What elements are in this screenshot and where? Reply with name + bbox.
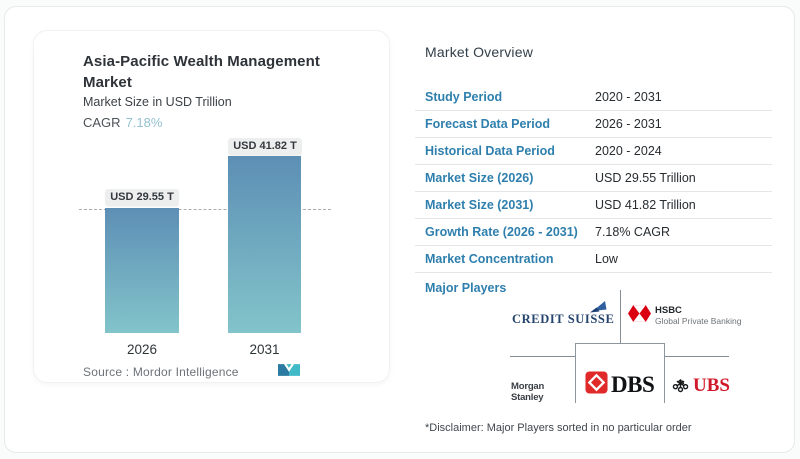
table-row: Market Size (2031) USD 41.82 Trillion bbox=[415, 192, 772, 219]
row-value: 2020 - 2031 bbox=[595, 90, 662, 104]
cagr-label: CAGR bbox=[83, 115, 121, 130]
x-tick-2026: 2026 bbox=[126, 342, 158, 357]
cagr-line: CAGR 7.18% bbox=[83, 115, 162, 130]
row-label: Growth Rate (2026 - 2031) bbox=[425, 225, 578, 239]
table-row: Forecast Data Period 2026 - 2031 bbox=[415, 111, 772, 138]
credit-suisse-wordmark: CREDIT SUISSE bbox=[512, 312, 615, 326]
dbs-wordmark: DBS bbox=[611, 372, 655, 397]
bar-value-label-2026: USD 29.55 T bbox=[105, 189, 179, 206]
row-value: 2020 - 2024 bbox=[595, 144, 662, 158]
row-label: Study Period bbox=[425, 90, 503, 104]
dbs-diamond-icon bbox=[585, 371, 608, 399]
chart-title: Asia-Pacific Wealth Management Market bbox=[83, 53, 320, 91]
credit-suisse-sail-icon bbox=[590, 300, 608, 318]
cagr-value: 7.18% bbox=[125, 115, 163, 130]
x-tick-2031: 2031 bbox=[249, 342, 280, 357]
players-divider-horizontal-left bbox=[510, 356, 575, 357]
disclaimer-text: *Disclaimer: Major Players sorted in no … bbox=[425, 422, 692, 434]
row-value: 7.18% CAGR bbox=[595, 225, 671, 239]
morgan-stanley-logo: Morgan Stanley bbox=[511, 381, 545, 403]
chart-card: Asia-Pacific Wealth Management Market Ma… bbox=[33, 30, 390, 383]
row-label: Market Size (2026) bbox=[425, 171, 534, 185]
credit-suisse-logo: CREDIT SUISSE bbox=[512, 300, 614, 328]
row-value: USD 29.55 Trillion bbox=[595, 171, 696, 185]
row-label: Market Size (2031) bbox=[425, 198, 534, 212]
overview-heading: Market Overview bbox=[425, 44, 534, 60]
ubs-keys-icon bbox=[671, 374, 690, 398]
hsbc-subtitle: Global Private Banking bbox=[655, 315, 742, 326]
ubs-wordmark: UBS bbox=[693, 375, 730, 396]
players-divider-horizontal-right bbox=[665, 356, 729, 357]
overview-table: Study Period 2020 - 2031 Forecast Data P… bbox=[415, 84, 772, 273]
bar-2026 bbox=[105, 208, 179, 333]
source-attribution: Source : Mordor Intelligence bbox=[83, 365, 239, 379]
players-divider-vertical bbox=[620, 290, 621, 343]
hsbc-name: HSBC bbox=[655, 305, 682, 317]
row-value: USD 41.82 Trillion bbox=[595, 198, 696, 212]
reference-dashed-line bbox=[79, 209, 331, 210]
table-row: Market Concentration Low bbox=[415, 246, 772, 273]
dbs-logo: DBS bbox=[585, 371, 655, 399]
row-label: Forecast Data Period bbox=[425, 117, 551, 131]
hsbc-hexagon-icon bbox=[628, 305, 651, 327]
mordor-intelligence-logo-icon bbox=[278, 363, 300, 382]
chart-subtitle: Market Size in USD Trillion bbox=[83, 95, 232, 109]
row-label: Market Concentration bbox=[425, 252, 554, 266]
table-row: Market Size (2026) USD 29.55 Trillion bbox=[415, 165, 772, 192]
hsbc-wordmark: HSBC Global Private Banking bbox=[655, 305, 742, 326]
row-value: 2026 - 2031 bbox=[595, 117, 662, 131]
hsbc-logo: HSBC Global Private Banking bbox=[628, 305, 741, 327]
bar-2031 bbox=[228, 156, 301, 333]
table-row: Study Period 2020 - 2031 bbox=[415, 84, 772, 111]
row-label: Historical Data Period bbox=[425, 144, 555, 158]
table-row: Historical Data Period 2020 - 2024 bbox=[415, 138, 772, 165]
bar-value-label-2031: USD 41.82 T bbox=[228, 138, 302, 155]
major-players-label: Major Players bbox=[425, 281, 507, 295]
table-row: Growth Rate (2026 - 2031) 7.18% CAGR bbox=[415, 219, 772, 246]
row-value: Low bbox=[595, 252, 618, 266]
ubs-logo: UBS bbox=[671, 374, 730, 398]
